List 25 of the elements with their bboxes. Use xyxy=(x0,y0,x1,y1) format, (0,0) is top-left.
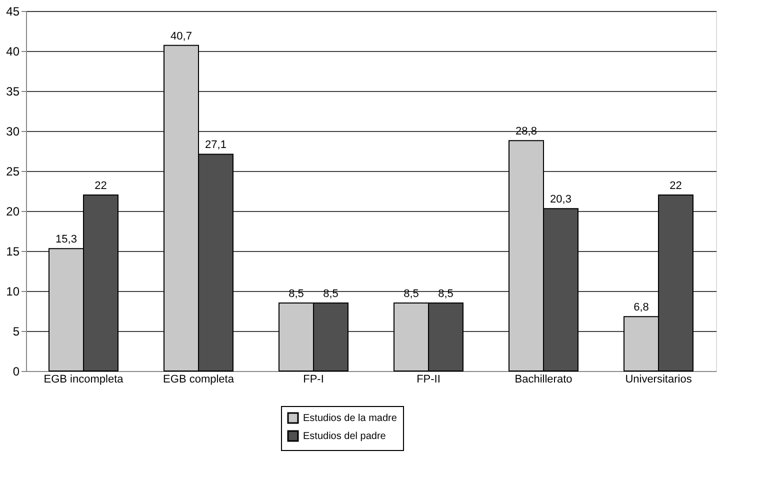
y-tick-label: 40 xyxy=(6,44,20,58)
data-label: 22 xyxy=(670,180,682,192)
data-label: 22 xyxy=(94,180,107,192)
x-tick-label: EGB completa xyxy=(163,374,235,386)
x-tick-label: EGB incompleta xyxy=(44,374,124,386)
x-tick-label: Universitarios xyxy=(625,374,692,386)
legend-label: Estudios del padre xyxy=(303,431,386,442)
y-tick-label: 25 xyxy=(6,164,20,178)
x-tick-label: Bachillerato xyxy=(514,374,572,386)
data-label: 15,3 xyxy=(56,234,77,246)
x-tick-label: FP-I xyxy=(303,374,324,386)
y-tick-label: 45 xyxy=(6,4,20,18)
data-label: 40,7 xyxy=(170,30,192,42)
y-tick-label: 15 xyxy=(6,244,20,258)
y-tick-label: 5 xyxy=(12,324,20,338)
data-label: 6,8 xyxy=(634,302,649,314)
y-tick-label: 20 xyxy=(6,204,20,218)
legend-label: Estudios de la madre xyxy=(303,413,398,424)
y-tick-label: 10 xyxy=(6,284,20,298)
data-label: 20,3 xyxy=(550,194,572,206)
data-label: 27,1 xyxy=(205,139,226,152)
y-tick-label: 30 xyxy=(6,124,20,138)
y-tick-label: 0 xyxy=(12,364,20,378)
x-tick-label: FP-II xyxy=(416,374,440,386)
y-tick-label: 35 xyxy=(6,84,20,98)
